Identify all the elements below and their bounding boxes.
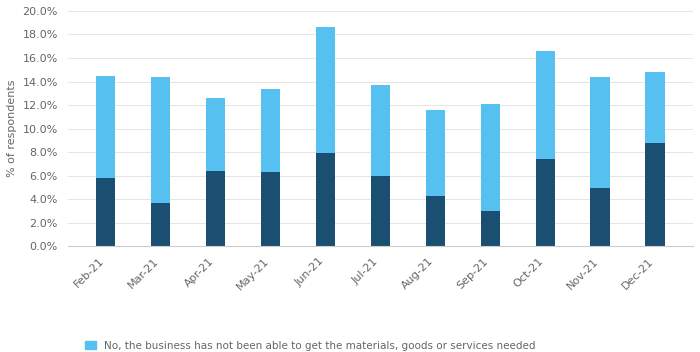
Y-axis label: % of respondents: % of respondents [7, 80, 17, 177]
Bar [591, 188, 610, 246]
Bar [371, 176, 390, 246]
Bar [536, 159, 555, 246]
Bar [426, 196, 445, 246]
Bar [316, 153, 335, 246]
Bar [371, 85, 390, 176]
Bar [96, 178, 116, 246]
Bar [151, 77, 170, 203]
Legend: No, the business has not been able to get the materials, goods or services neede: No, the business has not been able to ge… [85, 341, 536, 352]
Bar [645, 143, 664, 246]
Bar [206, 98, 225, 171]
Bar [426, 110, 445, 196]
Bar [261, 89, 280, 172]
Bar [261, 172, 280, 246]
Bar [151, 203, 170, 246]
Bar [316, 27, 335, 153]
Bar [481, 211, 500, 246]
Bar [645, 72, 664, 143]
Bar [591, 77, 610, 188]
Bar [481, 104, 500, 211]
Bar [206, 171, 225, 246]
Bar [536, 51, 555, 159]
Bar [96, 76, 116, 178]
